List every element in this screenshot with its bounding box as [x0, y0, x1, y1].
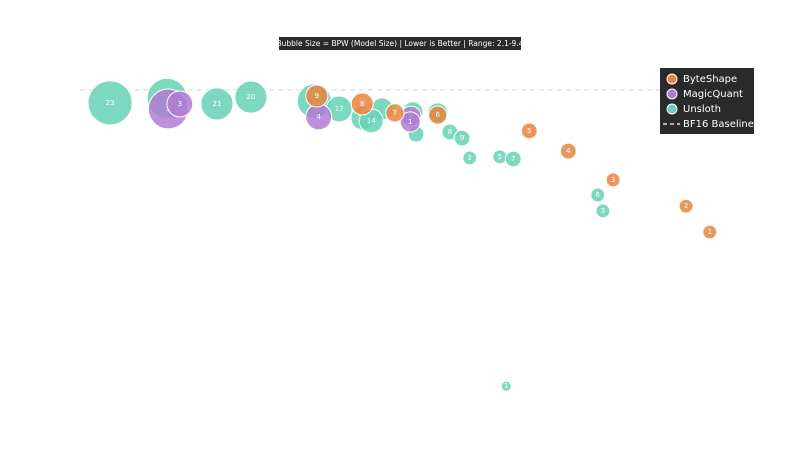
- bubble-label: 4: [316, 113, 321, 121]
- bubble: [462, 150, 478, 166]
- legend-marker: [666, 88, 678, 100]
- bubble-label: 20: [246, 93, 255, 101]
- bubble-label: 23: [106, 99, 115, 107]
- bubble: [678, 198, 694, 214]
- bubble: [504, 150, 522, 168]
- bubble-label: 2: [468, 154, 472, 162]
- bubble: [702, 224, 718, 240]
- bubble-label: 8: [360, 100, 364, 108]
- bubble: [385, 103, 405, 123]
- bubble-label: 1: [408, 118, 412, 126]
- bubble-label: 21: [212, 100, 221, 108]
- bubble-label: 1: [504, 382, 508, 390]
- legend-label: ByteShape: [683, 74, 737, 85]
- bubble-label: 9: [460, 134, 464, 142]
- bubble: [559, 142, 577, 160]
- legend: ByteShape MagicQuant Unsloth BF16 Baseline: [660, 68, 754, 134]
- bubble: [500, 380, 512, 392]
- legend-marker: [666, 73, 678, 85]
- bubble: [350, 92, 374, 116]
- bubble-label: 3: [601, 207, 605, 215]
- bubble-label: 3: [611, 176, 615, 184]
- bubble: [428, 105, 448, 125]
- legend-marker: [666, 103, 678, 115]
- bubble-label: 2: [684, 202, 688, 210]
- bubble-label: 6: [436, 111, 441, 119]
- plot-area: 2321201715148925763153421987654321: [80, 77, 718, 392]
- bubble-label: 3: [178, 100, 182, 108]
- bubble-label: 17: [335, 105, 344, 113]
- bubble-label: 5: [498, 153, 502, 161]
- bubble-label: 8: [448, 128, 452, 136]
- bubble: [520, 122, 538, 140]
- bubble-label: 5: [527, 127, 531, 135]
- bubble: [590, 187, 606, 203]
- bubble: [605, 172, 621, 188]
- bubble: [166, 90, 194, 118]
- bubble-label: 7: [511, 155, 515, 163]
- bubble: [399, 111, 421, 133]
- bubble: [87, 80, 133, 126]
- bubble: [595, 203, 611, 219]
- annotation: Bubble Size = BPW (Model Size) | Lower i…: [277, 39, 524, 48]
- legend-label: Unsloth: [683, 104, 721, 115]
- bubble-label: 1: [708, 228, 712, 236]
- bubble-label: 14: [367, 117, 376, 125]
- bubble: [200, 87, 234, 121]
- legend-label: MagicQuant: [683, 89, 743, 100]
- bubble: [453, 129, 471, 147]
- annotation-box: [279, 37, 521, 50]
- bubble-label: 4: [566, 147, 571, 155]
- bubble-label: 9: [315, 92, 319, 100]
- bubble-label: 7: [393, 109, 397, 117]
- legend-label: BF16 Baseline: [683, 119, 754, 130]
- bubble: [305, 84, 329, 108]
- bubble: [234, 80, 268, 114]
- bubble-label: 6: [596, 191, 601, 199]
